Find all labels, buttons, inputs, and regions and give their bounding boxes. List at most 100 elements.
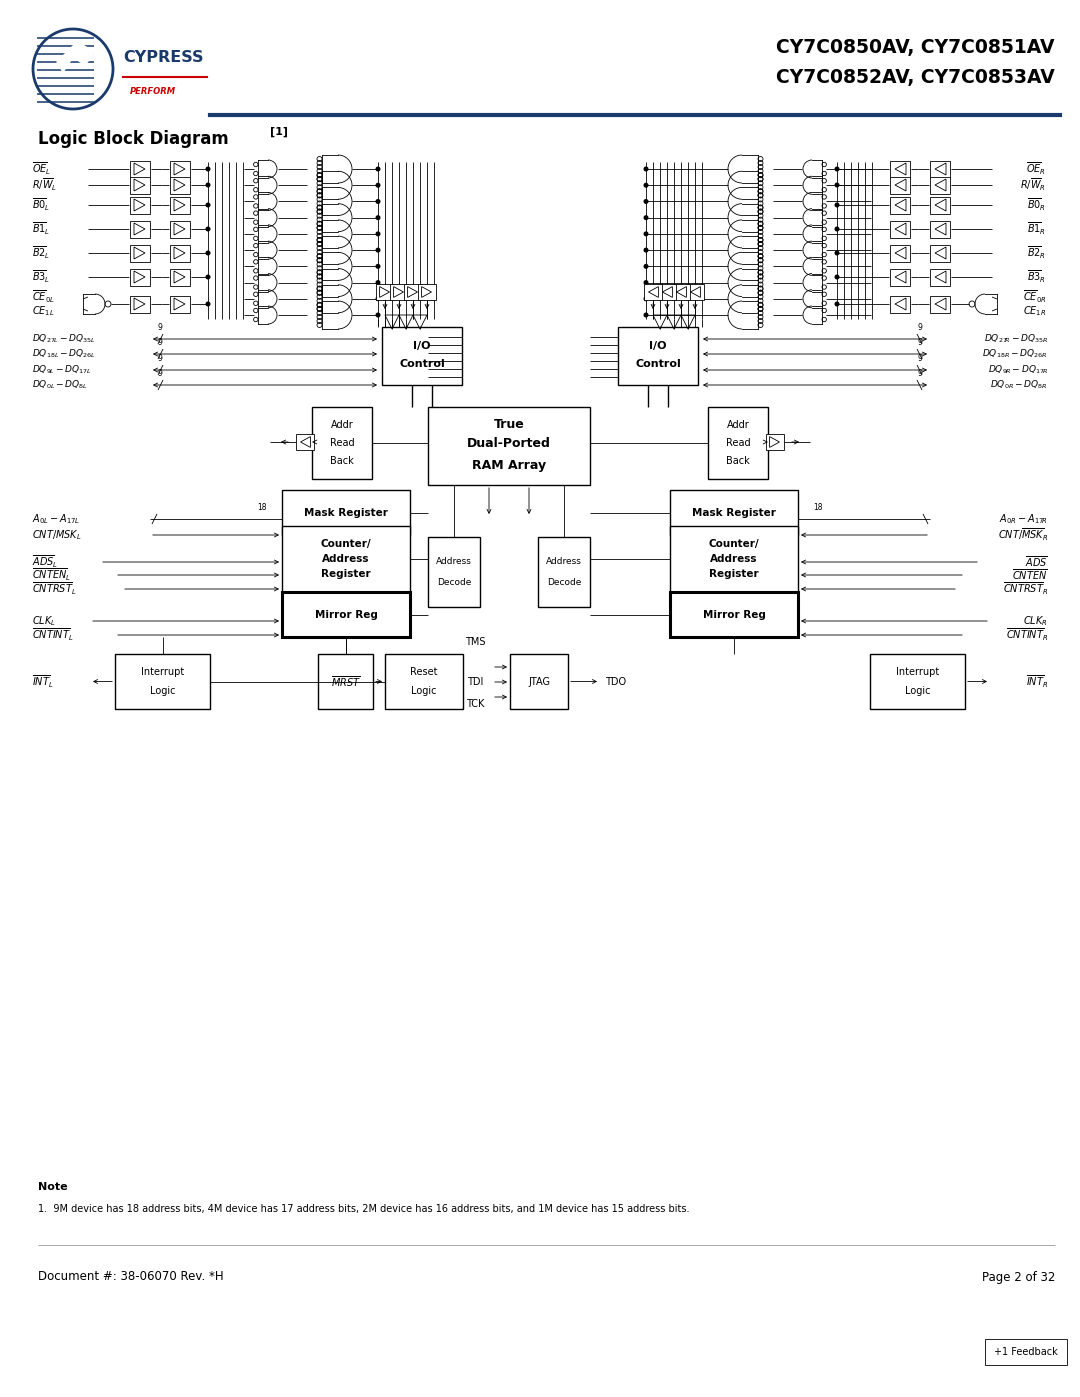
Bar (930, 268, 950, 285)
Text: $\overline{OE}_R$: $\overline{OE}_R$ (1026, 161, 1047, 177)
Bar (170, 161, 190, 177)
Bar (170, 221, 190, 237)
Circle shape (644, 298, 648, 300)
Bar (282, 592, 410, 637)
Bar (130, 221, 150, 237)
Bar (114, 654, 210, 710)
Text: Counter/: Counter/ (321, 539, 372, 549)
Bar (130, 197, 150, 214)
Text: 1.  9M device has 18 address bits, 4M device has 17 address bits, 2M device has : 1. 9M device has 18 address bits, 4M dev… (38, 1204, 689, 1214)
Text: Read: Read (726, 439, 751, 448)
Text: Address: Address (322, 555, 369, 564)
Text: Dual-Ported: Dual-Ported (467, 437, 551, 450)
Bar (428, 407, 590, 485)
Text: Note: Note (38, 1182, 68, 1192)
Bar (130, 268, 150, 285)
Bar (644, 285, 662, 299)
Text: Logic Block Diagram: Logic Block Diagram (38, 130, 229, 148)
Text: Addr: Addr (727, 420, 750, 430)
Bar (686, 285, 704, 299)
Text: True: True (494, 418, 525, 430)
Text: CY7C0852AV, CY7C0853AV: CY7C0852AV, CY7C0853AV (777, 67, 1055, 87)
Circle shape (206, 251, 210, 254)
Text: $DQ_{27R}-DQ_{35R}$: $DQ_{27R}-DQ_{35R}$ (984, 332, 1048, 345)
Circle shape (644, 313, 648, 317)
Text: RAM Array: RAM Array (472, 460, 546, 472)
Text: Control: Control (635, 359, 680, 369)
Bar (658, 285, 676, 299)
Circle shape (206, 302, 210, 306)
Circle shape (644, 168, 648, 170)
Text: Mirror Reg: Mirror Reg (314, 609, 377, 619)
Text: $\overline{CE}_{0R}$: $\overline{CE}_{0R}$ (1023, 289, 1047, 305)
Text: $\overline{ADS}_L$: $\overline{ADS}_L$ (32, 553, 58, 570)
Text: $\overline{B0}_R$: $\overline{B0}_R$ (1027, 197, 1047, 214)
Text: Addr: Addr (330, 420, 353, 430)
Text: $\overline{OE}_L$: $\overline{OE}_L$ (32, 161, 51, 177)
Text: $\overline{B3}_L$: $\overline{B3}_L$ (32, 268, 51, 285)
Bar (282, 527, 410, 592)
Text: Interrupt: Interrupt (896, 666, 940, 676)
Circle shape (376, 217, 380, 219)
Bar (130, 161, 150, 177)
Bar (382, 327, 462, 386)
Bar (672, 285, 690, 299)
Text: TDO: TDO (605, 676, 626, 686)
Text: Mirror Reg: Mirror Reg (703, 609, 766, 619)
Circle shape (644, 232, 648, 236)
Bar (890, 296, 910, 313)
Circle shape (835, 275, 839, 279)
Text: Back: Back (330, 455, 354, 467)
Text: 9: 9 (158, 369, 162, 379)
Text: CYPRESS: CYPRESS (123, 49, 203, 64)
Bar (170, 244, 190, 261)
Text: 9: 9 (918, 338, 922, 346)
Text: $CNT/\overline{MSK}_R$: $CNT/\overline{MSK}_R$ (998, 527, 1048, 543)
Bar (170, 268, 190, 285)
Text: $\overline{B2}_L$: $\overline{B2}_L$ (32, 244, 51, 261)
Circle shape (376, 183, 380, 187)
Bar (670, 527, 798, 592)
Bar (670, 592, 798, 637)
Text: Logic: Logic (150, 686, 175, 696)
Circle shape (376, 232, 380, 236)
Text: $A_{0R}-A_{17R}$: $A_{0R}-A_{17R}$ (999, 513, 1048, 525)
Circle shape (376, 249, 380, 251)
Text: $\overline{CNTRST}_R$: $\overline{CNTRST}_R$ (1003, 581, 1048, 597)
Bar (282, 490, 410, 535)
Text: $CE_{1L}$: $CE_{1L}$ (32, 305, 55, 319)
Text: $DQ_{18R}-DQ_{26R}$: $DQ_{18R}-DQ_{26R}$ (983, 348, 1048, 360)
Circle shape (376, 264, 380, 268)
Text: Read: Read (329, 439, 354, 448)
Bar (428, 536, 480, 608)
Text: $DQ_{27L}-DQ_{35L}$: $DQ_{27L}-DQ_{35L}$ (32, 332, 96, 345)
Text: 9: 9 (158, 353, 162, 363)
Text: $A_{0L}-A_{17L}$: $A_{0L}-A_{17L}$ (32, 513, 80, 525)
Bar (930, 161, 950, 177)
Bar (890, 197, 910, 214)
Text: Address: Address (711, 555, 758, 564)
Bar (376, 285, 394, 299)
Text: $\overline{CE}_{0L}$: $\overline{CE}_{0L}$ (32, 289, 55, 305)
Text: [1]: [1] (270, 127, 288, 137)
Circle shape (644, 183, 648, 187)
Text: Mask Register: Mask Register (692, 507, 775, 517)
Text: $\overline{B0}_L$: $\overline{B0}_L$ (32, 197, 51, 214)
Text: $DQ_{9R}-DQ_{17R}$: $DQ_{9R}-DQ_{17R}$ (988, 363, 1048, 376)
Text: Document #: 38-06070 Rev. *H: Document #: 38-06070 Rev. *H (38, 1270, 224, 1284)
Text: $\overline{CNTRST}_L$: $\overline{CNTRST}_L$ (32, 581, 77, 597)
Bar (318, 654, 373, 710)
Circle shape (835, 183, 839, 187)
Bar (170, 197, 190, 214)
Text: Counter/: Counter/ (708, 539, 759, 549)
Text: Logic: Logic (905, 686, 930, 696)
Text: Register: Register (321, 569, 370, 578)
Text: $\overline{CNTINT}_L$: $\overline{CNTINT}_L$ (32, 627, 73, 643)
Bar (890, 268, 910, 285)
Text: TCK: TCK (465, 698, 484, 710)
Bar (670, 490, 798, 535)
Text: Reset: Reset (410, 666, 437, 676)
Text: $R/\overline{W}_R$: $R/\overline{W}_R$ (1021, 177, 1047, 193)
Text: Logic: Logic (411, 686, 436, 696)
Text: $CNT/MSK_L$: $CNT/MSK_L$ (32, 528, 82, 542)
